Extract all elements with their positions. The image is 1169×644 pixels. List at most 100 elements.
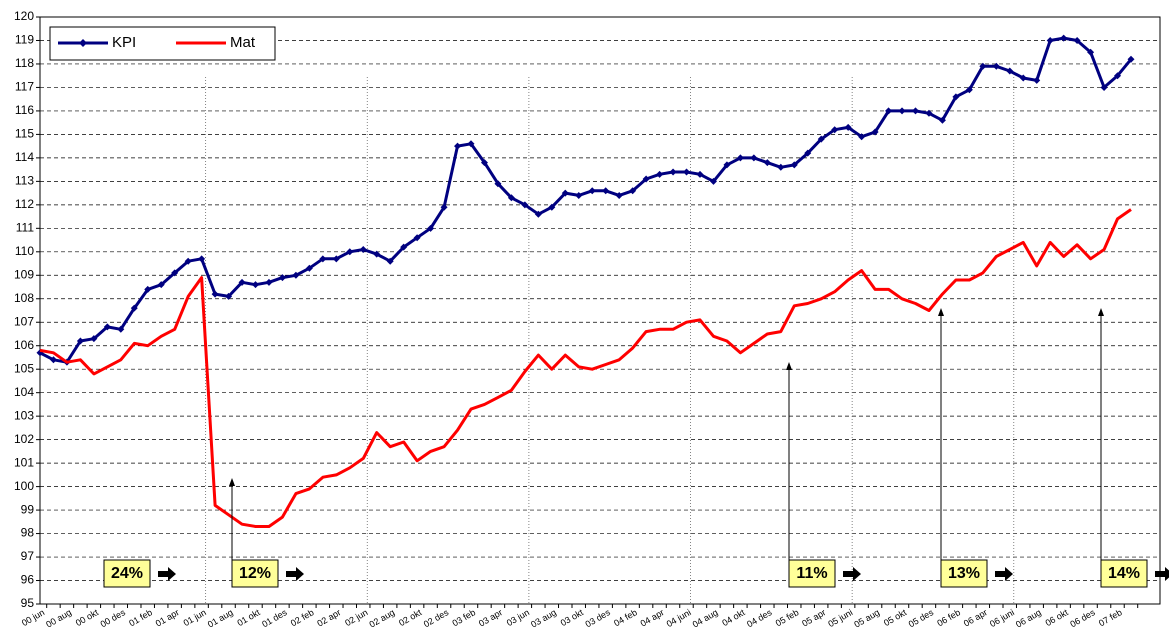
marker bbox=[440, 203, 448, 211]
marker bbox=[683, 168, 691, 176]
annotation-arrow bbox=[843, 567, 861, 581]
annotation-label: 14% bbox=[1108, 565, 1140, 582]
marker bbox=[319, 255, 327, 263]
annotation-label: 12% bbox=[239, 565, 271, 582]
x-tick-label: 07 feb bbox=[1097, 607, 1124, 628]
y-tick-label: 113 bbox=[15, 174, 34, 188]
marker bbox=[871, 128, 879, 136]
y-tick-label: 96 bbox=[21, 573, 35, 587]
marker bbox=[844, 123, 852, 131]
x-tick-label: 02 aug bbox=[368, 607, 397, 629]
marker bbox=[117, 325, 125, 333]
legend-label: Mat bbox=[230, 34, 256, 51]
marker bbox=[952, 93, 960, 101]
marker bbox=[359, 245, 367, 253]
x-tick-label: 06 apr bbox=[962, 607, 989, 628]
annotation-box bbox=[940, 559, 988, 588]
x-tick-label: 05 des bbox=[907, 607, 936, 629]
marker bbox=[305, 264, 313, 272]
marker bbox=[858, 133, 866, 141]
marker bbox=[656, 170, 664, 178]
x-tick-label: 06 des bbox=[1068, 607, 1097, 629]
x-tick-label: 05 feb bbox=[774, 607, 801, 628]
plot-area bbox=[39, 16, 1161, 605]
annotation-label: 13% bbox=[948, 565, 980, 582]
y-tick-label: 118 bbox=[15, 56, 34, 70]
marker bbox=[76, 337, 84, 345]
marker bbox=[427, 224, 435, 232]
annotation-box bbox=[788, 559, 836, 588]
marker bbox=[534, 210, 542, 218]
x-tick-label: 01 apr bbox=[154, 607, 181, 628]
y-tick-label: 107 bbox=[14, 314, 34, 328]
arrow-head bbox=[229, 478, 235, 486]
marker bbox=[332, 255, 340, 263]
x-tick-label: 02 feb bbox=[289, 607, 316, 628]
y-tick-label: 106 bbox=[14, 338, 34, 352]
x-tick-label: 03 feb bbox=[451, 607, 478, 628]
marker bbox=[938, 116, 946, 124]
annotation-arrow bbox=[1155, 567, 1169, 581]
marker bbox=[629, 187, 637, 195]
x-tick-label: 04 des bbox=[745, 607, 774, 629]
y-tick-label: 102 bbox=[14, 432, 34, 446]
marker bbox=[90, 335, 98, 343]
x-tick-label: 04 aug bbox=[691, 607, 720, 629]
x-tick-label: 06 feb bbox=[935, 607, 962, 628]
marker bbox=[669, 168, 677, 176]
y-tick-label: 112 bbox=[15, 197, 34, 211]
y-tick-label: 119 bbox=[15, 33, 34, 47]
marker bbox=[467, 140, 475, 148]
marker bbox=[602, 187, 610, 195]
x-tick-label: 04 juni bbox=[665, 607, 693, 629]
y-tick-label: 104 bbox=[14, 385, 34, 399]
marker bbox=[979, 62, 987, 70]
x-tick-label: 01 aug bbox=[206, 607, 235, 629]
marker bbox=[454, 142, 462, 150]
marker bbox=[885, 107, 893, 115]
x-tick-label: 03 des bbox=[583, 607, 612, 629]
marker bbox=[696, 170, 704, 178]
annotation-arrow bbox=[995, 567, 1013, 581]
y-tick-label: 105 bbox=[14, 361, 34, 375]
annotation-arrow bbox=[158, 567, 176, 581]
marker bbox=[1127, 55, 1135, 63]
x-tick-label: 01 feb bbox=[127, 607, 154, 628]
x-tick-label: 00 jun bbox=[20, 607, 46, 628]
x-tick-label: 02 jun bbox=[343, 607, 369, 628]
marker bbox=[548, 203, 556, 211]
marker bbox=[817, 135, 825, 143]
y-tick-label: 116 bbox=[15, 103, 34, 117]
x-tick-label: 06 okt bbox=[1044, 607, 1071, 628]
annotation-box bbox=[1100, 559, 1148, 588]
marker bbox=[1100, 83, 1108, 91]
series-line bbox=[39, 36, 1133, 364]
y-tick-label: 103 bbox=[14, 408, 34, 422]
y-tick-label: 109 bbox=[14, 267, 34, 281]
y-tick-label: 117 bbox=[15, 80, 34, 94]
marker bbox=[400, 243, 408, 251]
marker bbox=[1006, 67, 1014, 75]
marker bbox=[130, 304, 138, 312]
x-tick-label: 04 apr bbox=[639, 607, 666, 628]
marker bbox=[184, 257, 192, 265]
marker bbox=[198, 255, 206, 263]
x-tick-label: 04 feb bbox=[612, 607, 639, 628]
marker bbox=[777, 163, 785, 171]
marker bbox=[225, 292, 233, 300]
marker bbox=[292, 271, 300, 279]
x-tick-label: 03 okt bbox=[559, 607, 586, 628]
marker bbox=[1060, 34, 1068, 42]
x-tick-label: 01 jun bbox=[182, 607, 208, 628]
annotation-box bbox=[231, 559, 279, 588]
x-tick-label: 05 okt bbox=[882, 607, 909, 628]
marker bbox=[750, 154, 758, 162]
x-tick-label: 06 aug bbox=[1014, 607, 1043, 629]
y-tick-label: 97 bbox=[21, 549, 35, 563]
x-tick-label: 01 okt bbox=[235, 607, 262, 628]
marker bbox=[171, 269, 179, 277]
y-tick-label: 115 bbox=[15, 127, 34, 141]
marker bbox=[763, 159, 771, 167]
x-tick-label: 05 juni bbox=[826, 607, 854, 629]
marker bbox=[373, 250, 381, 258]
